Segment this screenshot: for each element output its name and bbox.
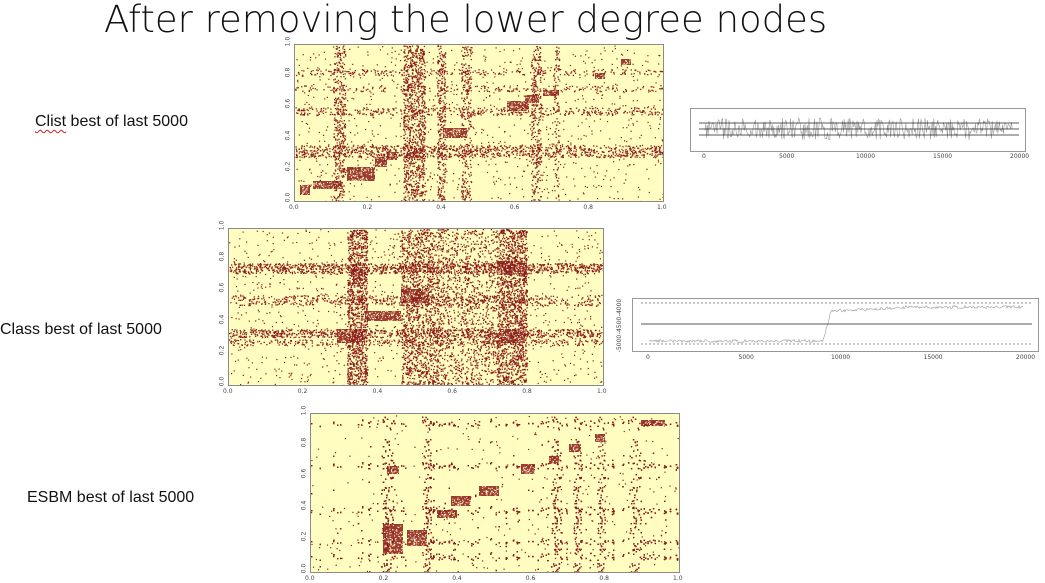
row-label-esbm: ESBM best of last 5000 — [27, 489, 194, 507]
heatmap-clist-y-tick: 0.4 — [284, 130, 291, 140]
heatmap-class-x-tick: 0.8 — [522, 388, 532, 395]
heatmap-esbm-x-tick: 0.0 — [305, 575, 315, 582]
heatmap-class-y-tick: 0.6 — [218, 283, 225, 293]
heatmap-panel-esbm: 0.0 0.2 0.4 0.6 0.8 1.0 0.0 0.2 0.4 0.6 0.8 1.0 — [296, 406, 688, 583]
heatmap-class-x-tick: 1.0 — [597, 388, 607, 395]
heatmap-esbm-x-tick: 0.4 — [452, 575, 462, 582]
trace-class-x-tick: 10000 — [831, 354, 850, 361]
heatmap-class — [228, 228, 604, 386]
row-label-esbm-rest: best of last 5000 — [72, 489, 194, 506]
heatmap-esbm-x-tick: 0.8 — [599, 575, 609, 582]
heatmap-class-x-tick: 0.4 — [373, 388, 383, 395]
trace-line — [648, 304, 1024, 344]
heatmap-esbm-x-tick: 0.2 — [379, 575, 389, 582]
heatmap-esbm-x-tick: 0.6 — [526, 575, 536, 582]
heatmap-clist-x-tick: 0.4 — [436, 204, 446, 211]
trace-clist-x-tick: 20000 — [1010, 153, 1029, 160]
heatmap-clist — [294, 44, 664, 202]
heatmap-class-y-tick: 1.0 — [218, 221, 225, 231]
heatmap-clist-x-tick: 1.0 — [657, 204, 667, 211]
trace-clist-x-tick: 10000 — [856, 153, 875, 160]
heatmap-clist-x-tick: 0.2 — [363, 204, 373, 211]
row-label-class: Class best of last 5000 — [0, 321, 162, 339]
heatmap-clist-y-tick: 0.0 — [284, 193, 291, 203]
heatmap-class-y-tick: 0.8 — [218, 252, 225, 262]
trace-clist-x-tick: 0 — [702, 153, 706, 160]
heatmap-esbm — [310, 413, 680, 573]
trace-class-y-tick: -5000 — [616, 335, 623, 352]
trace-class-y-tick: -4500 — [616, 317, 623, 334]
heatmap-clist-y-tick: 0.8 — [284, 68, 291, 78]
heatmap-esbm-x-tick: 1.0 — [673, 575, 683, 582]
slide-title: After removing the lower degree nodes — [104, 0, 827, 42]
row-label-clist-rest: best of last 5000 — [66, 113, 188, 130]
heatmap-class-y-tick: 0.0 — [218, 377, 225, 387]
heatmap-esbm-y-tick: 0.2 — [300, 532, 307, 542]
trace-clist-x-tick: 15000 — [933, 153, 952, 160]
heatmap-class-x-tick: 0.0 — [223, 388, 233, 395]
trace-class-x-tick: 15000 — [924, 354, 943, 361]
heatmap-clist-y-tick: 1.0 — [284, 37, 291, 47]
heatmap-class-y-tick: 0.2 — [218, 346, 225, 356]
heatmap-esbm-y-tick: 0.4 — [300, 501, 307, 511]
heatmap-clist-x-tick: 0.8 — [583, 204, 593, 211]
row-label-esbm-name: ESBM — [27, 489, 72, 506]
heatmap-clist-y-tick: 0.6 — [284, 99, 291, 109]
heatmap-clist-y-tick: 0.2 — [284, 162, 291, 172]
trace-plot-clist — [690, 108, 1026, 152]
row-label-class-name: Class — [0, 321, 40, 338]
heatmap-esbm-y-tick: 0.6 — [300, 469, 307, 479]
trace-line — [704, 117, 1013, 141]
heatmap-panel-class: 0.0 0.2 0.4 0.6 0.8 1.0 0.0 0.2 0.4 0.6 0.8 1.0 — [214, 221, 610, 402]
trace-class-x-tick: 0 — [646, 354, 650, 361]
heatmap-clist-x-tick: 0.0 — [289, 204, 299, 211]
heatmap-esbm-y-tick: 0.0 — [300, 564, 307, 574]
trace-class-y-tick: -4000 — [616, 299, 623, 316]
trace-clist-x-tick: 5000 — [779, 153, 794, 160]
heatmap-class-x-tick: 0.2 — [298, 388, 308, 395]
heatmap-class-y-tick: 0.4 — [218, 314, 225, 324]
heatmap-esbm-y-tick: 1.0 — [300, 406, 307, 416]
heatmap-clist-x-tick: 0.6 — [510, 204, 520, 211]
heatmap-class-x-tick: 0.6 — [447, 388, 457, 395]
trace-class-x-tick: 20000 — [1016, 354, 1035, 361]
row-label-clist-name: Clist — [35, 113, 66, 130]
trace-class-x-tick: 5000 — [739, 354, 754, 361]
heatmap-esbm-y-tick: 0.8 — [300, 437, 307, 447]
row-label-class-rest: best of last 5000 — [40, 321, 161, 338]
trace-plot-class — [632, 298, 1039, 352]
row-label-clist: Clist best of last 5000 — [35, 113, 188, 131]
heatmap-panel-clist: 0.0 0.2 0.4 0.6 0.8 1.0 0.0 0.2 0.4 0.6 0.8 1.0 — [280, 37, 672, 218]
